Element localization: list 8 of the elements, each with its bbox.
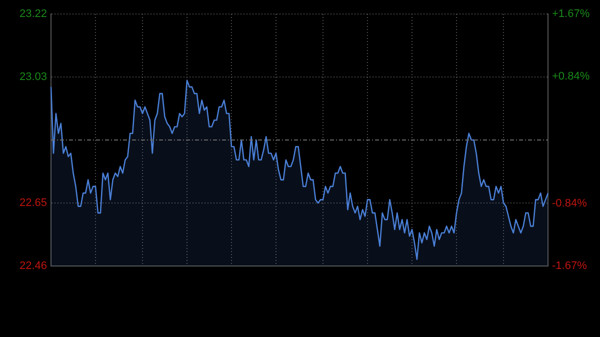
y-tick-label: 23.03 (19, 71, 47, 84)
y-tick-label: 23.22 (19, 8, 47, 20)
y2-tick-label: +0.84% (552, 70, 590, 83)
y2-tick-label: +1.67% (552, 8, 590, 20)
y2-tick-label: -0.84% (552, 197, 588, 210)
y-tick-label: 22.65 (19, 197, 47, 210)
y2-tick-label: -1.67% (552, 260, 588, 272)
y-tick-label: 22.46 (19, 260, 47, 272)
